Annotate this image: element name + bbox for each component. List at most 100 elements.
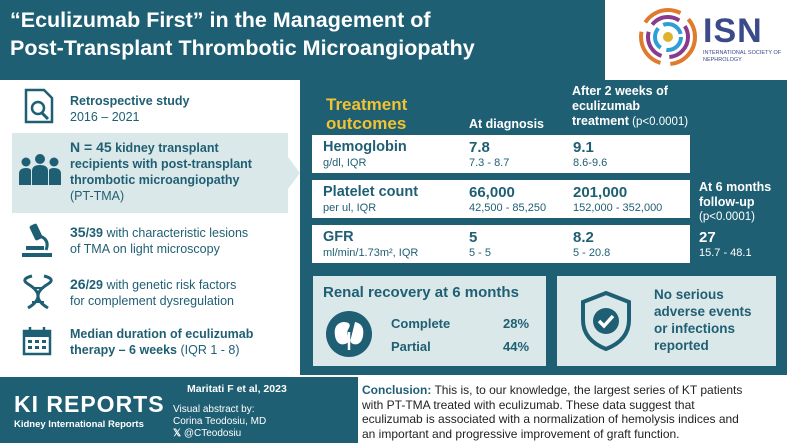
row-label: Platelet count	[323, 184, 419, 200]
renal-partial-value: 44%	[503, 339, 530, 354]
col-after-line-2: eculizumab	[572, 99, 641, 113]
biopsy-line-1-rest: with characteristic lesions	[102, 226, 249, 240]
diag-value: 7.8	[469, 139, 490, 156]
biopsy-row: 35/39 with characteristic lesions of TMA…	[14, 220, 290, 260]
col-header-diagnosis: At diagnosis	[469, 117, 545, 131]
study-details-panel	[0, 80, 298, 375]
study-type-row: Retrospective study 2016 – 2021	[14, 88, 290, 126]
genetic-line-1-rest: with genetic risk factors	[102, 278, 237, 292]
after-value: 8.2	[573, 229, 594, 246]
renal-recovery-box: Renal recovery at 6 months Complete 28% …	[313, 276, 546, 366]
outcomes-heading-line-1: Treatment	[326, 95, 408, 114]
safety-line-2: adverse events	[654, 304, 752, 319]
outcomes-heading: Treatment outcomes	[326, 95, 407, 133]
citation: Maritati F et al, 2023	[187, 383, 287, 395]
isn-logo-subtitle: INTERNATIONAL SOCIETY OF NEPHROLOGY	[703, 50, 782, 63]
renal-title: Renal recovery at 6 months	[323, 284, 519, 301]
cohort-n-prefix: N =	[70, 139, 97, 155]
col-after-line-3: treatment	[572, 114, 629, 128]
row-unit: g/dl, IQR	[323, 157, 367, 169]
outcome-row-platelets: Platelet count per ul, IQR 66,000 42,500…	[312, 180, 690, 218]
row-label: Hemoglobin	[323, 139, 407, 155]
genetic-count: 26	[70, 276, 86, 292]
after-range: 5 - 20.8	[573, 247, 611, 259]
duration-row: Median duration of eculizumab therapy – …	[14, 322, 290, 362]
study-years: 2016 – 2021	[70, 110, 140, 124]
col-6m-line-2: follow-up	[699, 195, 755, 209]
isn-emblem-icon	[639, 8, 697, 66]
genetic-line-2: for complement dysregulation	[70, 294, 234, 308]
biopsy-text: 35/39 with characteristic lesions of TMA…	[70, 224, 248, 257]
isn-logo: ISN INTERNATIONAL SOCIETY OF NEPHROLOGY	[605, 0, 787, 80]
people-icon	[19, 154, 61, 185]
author-handle: 𝕏 @CTeodosiu	[173, 428, 241, 439]
row-label: GFR	[323, 229, 354, 245]
kidney-icon	[326, 311, 372, 357]
cohort-line-3: thrombotic microangiopathy	[70, 173, 240, 187]
col-after-line-1: After 2 weeks of	[572, 84, 668, 98]
col-after-p-value: (p<0.0001)	[628, 116, 689, 128]
calendar-icon	[22, 327, 52, 356]
genetic-row: 26/29 with genetic risk factors for comp…	[14, 272, 290, 312]
cohort-arrow	[288, 157, 300, 189]
safety-box: No serious adverse events or infections …	[557, 276, 776, 366]
after-range: 152,000 - 352,000	[573, 202, 663, 214]
outcome-row-gfr: GFR ml/min/1.73m², IQR 5 5 - 5 8.2 5 - 2…	[312, 225, 690, 263]
abstract-by: Visual abstract by:	[173, 404, 255, 415]
genetic-denominator: /29	[85, 278, 103, 292]
cohort-box: N = 45 kidney transplant recipients with…	[12, 133, 288, 213]
conclusion-line-4: an important and progressive improvement…	[362, 426, 680, 441]
renal-complete-value: 28%	[503, 316, 530, 331]
diag-value: 66,000	[469, 184, 515, 201]
x-logo-icon: 𝕏	[173, 428, 184, 439]
shield-check-icon	[581, 290, 631, 352]
isn-logo-text: ISN	[703, 12, 763, 50]
cohort-line-2: recipients with post-transplant	[70, 157, 252, 171]
safety-line-4: reported	[654, 338, 709, 353]
cohort-n-value: 45	[96, 139, 112, 155]
author-name: Corina Teodosiu, MD	[173, 416, 267, 427]
page-title: “Eculizumab First” in the Management of …	[10, 6, 475, 62]
cohort-line-1-rest: kidney transplant	[111, 141, 219, 155]
duration-line-1: Median duration of eculizumab	[70, 327, 254, 341]
row-unit: ml/min/1.73m², IQR	[323, 247, 419, 259]
col-6m-p-value: (p<0.0001)	[699, 211, 755, 223]
safety-line-1: No serious	[654, 287, 724, 302]
footer-credits: KI REPORTS Kidney International Reports …	[0, 377, 358, 443]
study-type: Retrospective study	[70, 94, 190, 108]
gfr-6m-range: 15.7 - 48.1	[699, 247, 752, 259]
conclusion-line-1: This is, to our knowledge, the largest s…	[431, 383, 743, 397]
conclusion-section: Conclusion: This is, to our knowledge, t…	[358, 377, 787, 443]
col-6m-line-1: At 6 months	[699, 180, 772, 194]
diag-range: 42,500 - 85,250	[469, 202, 547, 214]
document-search-icon	[24, 88, 54, 124]
conclusion-text: Conclusion: This is, to our knowledge, t…	[362, 383, 784, 441]
diag-range: 7.3 - 8.7	[469, 157, 510, 169]
journal-logo: KI REPORTS	[14, 391, 165, 417]
conclusion-line-2: with PT-TMA treated with eculizumab. The…	[362, 397, 695, 412]
title-line-2: Post-Transplant Thrombotic Microangiopat…	[10, 36, 475, 60]
gfr-6m-value: 27	[699, 229, 716, 246]
after-range: 8.6-9.6	[573, 157, 608, 169]
after-value: 9.1	[573, 139, 594, 156]
renal-complete-label: Complete	[391, 316, 451, 331]
duration-line-2-rest: (IQR 1 - 8)	[177, 343, 240, 357]
safety-line-3: or infections	[654, 321, 736, 336]
outcomes-heading-line-2: outcomes	[326, 114, 407, 133]
dna-icon	[23, 274, 53, 310]
cohort-line-1: N = 45 kidney transplant	[70, 139, 252, 156]
outcome-row-hemoglobin: Hemoglobin g/dl, IQR 7.8 7.3 - 8.7 9.1 8…	[312, 135, 690, 173]
diag-range: 5 - 5	[469, 247, 492, 259]
row-unit: per ul, IQR	[323, 202, 377, 214]
safety-text: No serious adverse events or infections …	[654, 286, 752, 354]
journal-subtitle: Kidney International Reports	[14, 419, 144, 430]
biopsy-denominator: /39	[85, 226, 103, 240]
col-header-after: After 2 weeks of eculizumab treatment (p…	[572, 84, 688, 130]
diag-value: 5	[469, 229, 478, 246]
duration-line-2-bold: therapy – 6 weeks	[70, 343, 178, 357]
conclusion-line-3: eculizumab is associated with a normaliz…	[362, 412, 739, 426]
renal-partial-label: Partial	[391, 339, 431, 354]
col-header-6months: At 6 months follow-up (p<0.0001)	[699, 180, 771, 225]
biopsy-count: 35	[70, 224, 86, 240]
biopsy-line-2: of TMA on light microscopy	[70, 242, 220, 256]
